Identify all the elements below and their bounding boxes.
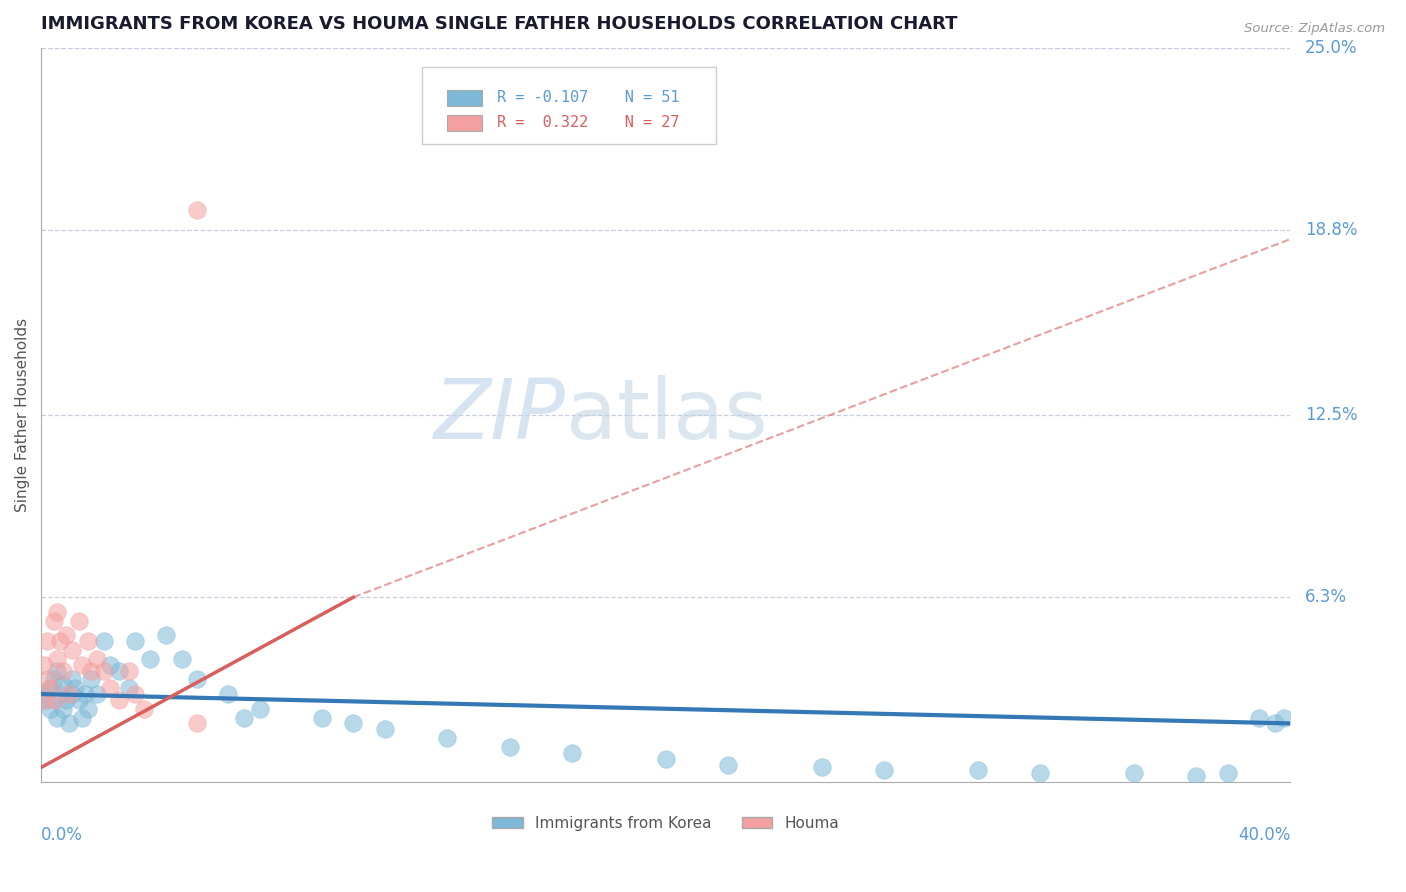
Point bbox=[45, 664, 67, 678]
Point bbox=[86, 652, 108, 666]
Point bbox=[93, 664, 115, 678]
Point bbox=[717, 757, 740, 772]
Point bbox=[37, 693, 59, 707]
Point bbox=[1263, 716, 1285, 731]
Point bbox=[67, 693, 90, 707]
Point bbox=[124, 634, 146, 648]
Point bbox=[1185, 769, 1208, 783]
Text: 40.0%: 40.0% bbox=[1237, 826, 1291, 844]
Point bbox=[561, 746, 583, 760]
Point bbox=[98, 681, 121, 696]
Point bbox=[117, 681, 139, 696]
Point bbox=[45, 652, 67, 666]
FancyBboxPatch shape bbox=[447, 90, 482, 106]
Point bbox=[58, 687, 80, 701]
Point bbox=[80, 664, 103, 678]
Point bbox=[55, 628, 77, 642]
Point bbox=[55, 693, 77, 707]
Point bbox=[117, 664, 139, 678]
Point bbox=[49, 634, 72, 648]
Point bbox=[73, 687, 96, 701]
Point bbox=[217, 687, 239, 701]
Text: ZIP: ZIP bbox=[433, 375, 565, 456]
Point bbox=[155, 628, 177, 642]
Point bbox=[311, 710, 333, 724]
Point bbox=[49, 687, 72, 701]
Text: 25.0%: 25.0% bbox=[1305, 39, 1358, 57]
Point bbox=[67, 614, 90, 628]
Point bbox=[70, 710, 93, 724]
Point bbox=[186, 716, 208, 731]
Point bbox=[45, 710, 67, 724]
Point bbox=[52, 702, 75, 716]
Point bbox=[80, 673, 103, 687]
Point bbox=[374, 723, 396, 737]
Point bbox=[52, 664, 75, 678]
Point bbox=[134, 702, 156, 716]
Point bbox=[42, 693, 65, 707]
Point bbox=[139, 652, 162, 666]
Text: 0.0%: 0.0% bbox=[41, 826, 83, 844]
Point bbox=[654, 751, 676, 765]
Point bbox=[124, 687, 146, 701]
Point bbox=[249, 702, 271, 716]
Y-axis label: Single Father Households: Single Father Households bbox=[15, 318, 30, 512]
FancyBboxPatch shape bbox=[447, 115, 482, 131]
Point bbox=[60, 643, 83, 657]
Point bbox=[65, 681, 87, 696]
Point bbox=[108, 693, 131, 707]
Point bbox=[233, 710, 256, 724]
Point bbox=[52, 678, 75, 692]
Point bbox=[108, 664, 131, 678]
Point bbox=[170, 652, 193, 666]
Point bbox=[1029, 766, 1052, 780]
FancyBboxPatch shape bbox=[422, 67, 716, 144]
Point bbox=[810, 760, 832, 774]
Text: R = -0.107    N = 51: R = -0.107 N = 51 bbox=[496, 90, 679, 105]
Point bbox=[1123, 766, 1146, 780]
Point bbox=[77, 634, 100, 648]
Point bbox=[32, 687, 55, 701]
Text: Source: ZipAtlas.com: Source: ZipAtlas.com bbox=[1244, 22, 1385, 36]
Point bbox=[98, 657, 121, 672]
Point bbox=[93, 634, 115, 648]
Point bbox=[342, 716, 364, 731]
Point bbox=[1247, 710, 1270, 724]
Point bbox=[45, 605, 67, 619]
Point bbox=[70, 657, 93, 672]
Point bbox=[498, 739, 520, 754]
Point bbox=[32, 657, 55, 672]
Text: R =  0.322    N = 27: R = 0.322 N = 27 bbox=[496, 115, 679, 130]
Point bbox=[37, 673, 59, 687]
Point bbox=[42, 614, 65, 628]
Point bbox=[60, 673, 83, 687]
Text: 12.5%: 12.5% bbox=[1305, 406, 1358, 425]
Point bbox=[58, 716, 80, 731]
Point bbox=[39, 681, 62, 696]
Point bbox=[32, 693, 55, 707]
Point bbox=[186, 202, 208, 217]
Point bbox=[1272, 710, 1295, 724]
Text: 6.3%: 6.3% bbox=[1305, 588, 1347, 607]
Point bbox=[42, 673, 65, 687]
Text: 18.8%: 18.8% bbox=[1305, 221, 1358, 239]
Point bbox=[60, 687, 83, 701]
Point bbox=[86, 687, 108, 701]
Text: atlas: atlas bbox=[565, 375, 768, 456]
Point bbox=[1216, 766, 1239, 780]
Point bbox=[39, 702, 62, 716]
Legend: Immigrants from Korea, Houma: Immigrants from Korea, Houma bbox=[486, 810, 845, 837]
Point bbox=[436, 731, 458, 745]
Point bbox=[37, 634, 59, 648]
Point bbox=[186, 673, 208, 687]
Point bbox=[77, 702, 100, 716]
Point bbox=[873, 764, 896, 778]
Text: IMMIGRANTS FROM KOREA VS HOUMA SINGLE FATHER HOUSEHOLDS CORRELATION CHART: IMMIGRANTS FROM KOREA VS HOUMA SINGLE FA… bbox=[41, 15, 957, 33]
Point bbox=[967, 764, 990, 778]
Point bbox=[39, 681, 62, 696]
